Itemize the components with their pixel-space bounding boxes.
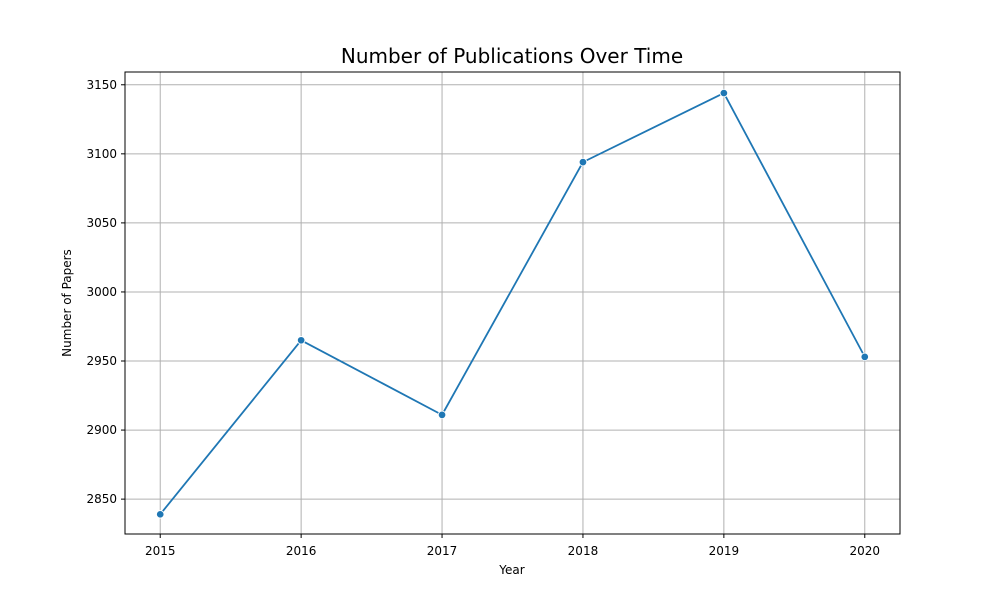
- y-tick-label: 2950: [86, 354, 117, 368]
- y-tick-label: 3100: [86, 147, 117, 161]
- axis-ticks: 2015 2016 2017 2018 2019 2020 2850 2900 2950 3000…: [86, 78, 880, 558]
- y-tick-label: 3150: [86, 78, 117, 92]
- data-point: [719, 88, 729, 98]
- data-point: [860, 352, 870, 362]
- series-layer: [155, 88, 870, 519]
- x-axis-label: Year: [498, 563, 524, 577]
- y-tick-label: 2900: [86, 423, 117, 437]
- data-point: [155, 510, 165, 519]
- y-tick-label: 3050: [86, 216, 117, 230]
- axes-frame: [124, 71, 901, 535]
- x-tick-label: 2020: [849, 544, 880, 558]
- x-tick-label: 2016: [286, 544, 317, 558]
- y-axis-label: Number of Papers: [60, 249, 74, 357]
- x-tick-label: 2019: [709, 544, 740, 558]
- y-tick-label: 3000: [86, 285, 117, 299]
- data-point: [296, 336, 306, 345]
- data-point: [578, 157, 588, 167]
- grid-lines: [125, 72, 900, 534]
- series-line: [159, 92, 866, 516]
- y-tick-label: 2850: [86, 492, 117, 506]
- x-tick-label: 2018: [568, 544, 599, 558]
- chart-title: Number of Publications Over Time: [341, 44, 683, 68]
- x-tick-label: 2015: [145, 544, 176, 558]
- x-tick-label: 2017: [427, 544, 458, 558]
- data-point: [437, 410, 447, 420]
